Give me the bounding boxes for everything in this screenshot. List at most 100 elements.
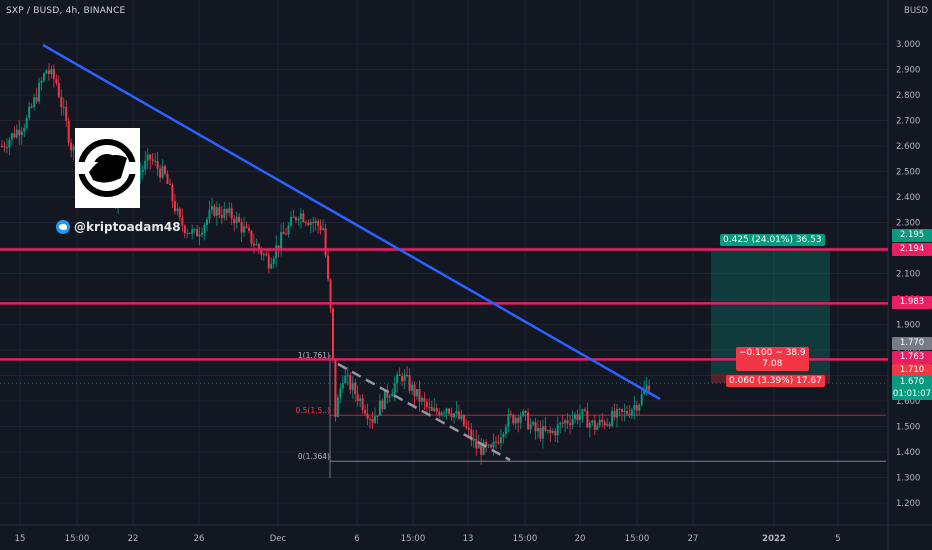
candle-body xyxy=(378,400,381,416)
candle-body xyxy=(457,411,460,419)
projection-line xyxy=(337,362,511,462)
candle-body xyxy=(203,224,206,233)
candle-body xyxy=(480,444,483,455)
candle-body xyxy=(588,422,591,428)
candle-body xyxy=(265,253,268,256)
candle-body xyxy=(618,408,621,410)
candle-body xyxy=(223,209,226,218)
candle-body xyxy=(70,142,73,151)
candle-body xyxy=(534,422,537,432)
candle-body xyxy=(616,408,619,418)
candle-body xyxy=(139,172,142,175)
candle-body xyxy=(349,375,352,390)
candle-body xyxy=(188,232,191,234)
candle-body xyxy=(10,133,13,140)
candle-body xyxy=(475,438,478,449)
candle-body xyxy=(613,410,616,418)
candle-body xyxy=(440,412,443,416)
candle-body xyxy=(564,420,567,424)
candle-body xyxy=(218,207,221,216)
candle-body xyxy=(423,397,426,402)
fib-label: 1(1.761) xyxy=(298,351,330,360)
candle-body xyxy=(420,397,423,402)
candle-body xyxy=(225,209,228,214)
candle-body xyxy=(201,232,204,235)
candle-body xyxy=(376,415,379,417)
candle-body xyxy=(581,409,584,415)
candle-body xyxy=(331,308,334,359)
candle-body xyxy=(438,411,441,416)
candle-body xyxy=(329,279,332,309)
x-tick-label: 26 xyxy=(194,534,205,544)
candle-body xyxy=(455,411,458,414)
candle-body xyxy=(60,96,63,108)
candle-body xyxy=(191,229,194,234)
candle-body xyxy=(238,216,241,223)
candle-body xyxy=(285,234,288,236)
candle-body xyxy=(522,411,525,416)
candle-body xyxy=(514,417,517,424)
candle-body xyxy=(33,97,36,108)
candle-body xyxy=(606,423,609,426)
y-tick-label: 1.900 xyxy=(896,321,920,331)
candle-body xyxy=(386,389,389,398)
candle-body xyxy=(171,184,174,202)
candle-body xyxy=(499,437,502,443)
candle-body xyxy=(583,409,586,411)
candle-body xyxy=(381,400,384,410)
candle-body xyxy=(460,415,463,419)
candle-body xyxy=(551,430,554,433)
candle-body xyxy=(354,382,357,394)
candle-body xyxy=(485,442,488,446)
candle-body xyxy=(428,406,431,408)
candle-body xyxy=(213,206,216,217)
candle-body xyxy=(146,154,149,161)
candle-body xyxy=(154,160,157,162)
candle-body xyxy=(193,229,196,231)
candle-body xyxy=(351,382,354,390)
candle-body xyxy=(55,79,58,84)
candle-body xyxy=(23,127,26,132)
x-tick-label: 2022 xyxy=(762,534,786,544)
candle-body xyxy=(465,425,468,428)
candle-body xyxy=(13,133,16,138)
candle-body xyxy=(40,80,43,83)
candle-body xyxy=(393,383,396,394)
candle-body xyxy=(322,228,325,231)
candle-body xyxy=(561,422,564,424)
candle-body xyxy=(541,426,544,439)
candle-body xyxy=(292,216,295,218)
candle-body xyxy=(198,234,201,237)
candle-body xyxy=(248,227,250,231)
candle-body xyxy=(341,382,344,389)
currency-label: BUSD xyxy=(904,6,928,16)
candle-body xyxy=(640,394,643,405)
price-tag-target: 2.195 xyxy=(892,229,932,242)
candle-body xyxy=(539,427,542,439)
x-tick-label: 13 xyxy=(463,534,474,544)
handle-text: @kriptoadam48 xyxy=(74,220,181,234)
candle-body xyxy=(598,419,601,426)
candle-body xyxy=(289,216,292,226)
candle-body xyxy=(210,206,213,211)
candle-body xyxy=(430,406,433,411)
y-tick-label: 2.500 xyxy=(896,168,920,178)
candle-body xyxy=(141,169,144,173)
candle-body xyxy=(173,201,176,212)
x-tick-label: 15:00 xyxy=(65,534,90,544)
candle-body xyxy=(215,207,218,217)
candle-body xyxy=(645,385,648,390)
candle-body xyxy=(359,398,362,401)
candle-body xyxy=(435,408,438,412)
candle-body xyxy=(495,441,497,443)
candle-body xyxy=(371,418,374,423)
candle-body xyxy=(50,68,53,75)
y-tick-label: 2.600 xyxy=(896,142,920,152)
candle-body xyxy=(28,106,31,118)
y-tick-label: 3.000 xyxy=(896,40,920,50)
candle-body xyxy=(243,226,246,233)
candle-body xyxy=(448,408,451,414)
candle-body xyxy=(166,173,169,184)
candle-body xyxy=(361,398,364,410)
